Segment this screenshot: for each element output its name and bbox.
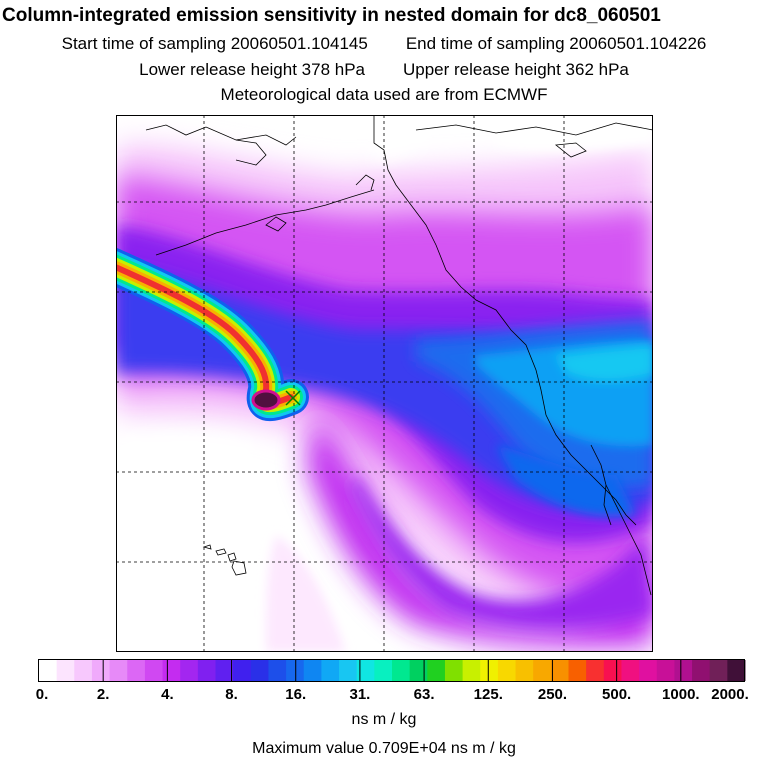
colorbar-cell xyxy=(39,660,58,681)
colorbar-cell xyxy=(127,660,146,681)
colorbar-tick-label: 0. xyxy=(35,686,49,703)
emission-plume xyxy=(116,247,309,422)
colorbar-tick-label: 1000. xyxy=(662,686,700,703)
colorbar-cell xyxy=(427,660,446,681)
colorbar-cell xyxy=(392,660,411,681)
colorbar-cell xyxy=(621,660,640,681)
colorbar-tick-label: 2000. xyxy=(711,686,749,703)
colorbar-cell xyxy=(303,660,322,681)
colorbar-cell xyxy=(339,660,358,681)
release-point-marker xyxy=(285,390,301,406)
colorbar-tick-label: 63. xyxy=(413,686,435,703)
sensitivity-field xyxy=(116,115,653,652)
colorbar-cell xyxy=(286,660,305,681)
colorbar-cell xyxy=(56,660,75,681)
colorbar-cell xyxy=(462,660,481,681)
colorbar-tick-label: 500. xyxy=(602,686,632,703)
sensitivity-map xyxy=(116,115,653,652)
colorbar-cell xyxy=(109,660,128,681)
map-title: Column-integrated emission sensitivity i… xyxy=(2,5,661,26)
coastlines xyxy=(145,115,653,596)
sampling-times: Start time of sampling 20060501.104145 En… xyxy=(0,34,768,54)
colorbar-tick-label: 250. xyxy=(537,686,568,703)
release-heights: Lower release height 378 hPa Upper releas… xyxy=(0,60,768,80)
colorbar-cell xyxy=(709,660,728,681)
upper-release-height: Upper release height 362 hPa xyxy=(403,60,629,79)
colorbar-tick-label: 8. xyxy=(225,686,238,703)
colorbar-cell xyxy=(497,660,517,681)
met-data-source: Meteorological data used are from ECMWF xyxy=(220,85,548,104)
colorbar-tick-label: 31. xyxy=(349,686,371,703)
colorbar-cell xyxy=(586,660,605,681)
colorbar-cell xyxy=(144,660,164,681)
colorbar-cell xyxy=(409,660,428,681)
colorbar-cell xyxy=(215,660,234,681)
colorbar-cell xyxy=(603,660,622,681)
colorbar-cell xyxy=(197,660,216,681)
start-time: Start time of sampling 20060501.104145 xyxy=(61,34,368,53)
colorbar-tick-label: 2. xyxy=(96,686,110,703)
colorbar-cell xyxy=(674,660,693,681)
colorbar-cell xyxy=(727,660,746,681)
colorbar xyxy=(38,659,746,682)
colorbar-cell xyxy=(515,660,534,681)
colorbar-cell xyxy=(233,660,252,681)
colorbar-units: ns m / kg xyxy=(351,711,417,728)
islands xyxy=(202,544,247,576)
colorbar-cell xyxy=(268,660,287,681)
colorbar-cell xyxy=(692,660,711,681)
lower-release-height: Lower release height 378 hPa xyxy=(139,60,365,79)
colorbar-cell xyxy=(356,660,375,681)
colorbar-cell xyxy=(444,660,464,681)
colorbar-cell xyxy=(639,660,658,681)
colorbar-cell xyxy=(162,660,181,681)
colorbar-cell xyxy=(74,660,93,681)
colorbar-cell xyxy=(250,660,269,681)
colorbar-cell xyxy=(656,660,675,681)
end-time: End time of sampling 20060501.104226 xyxy=(405,34,707,53)
colorbar-cell xyxy=(550,660,569,681)
colorbar-tick-label: 16. xyxy=(285,686,307,703)
colorbar-cell xyxy=(180,660,199,681)
colorbar-cell xyxy=(568,660,587,681)
colorbar-tick-label: 4. xyxy=(161,686,174,703)
maximum-value: Maximum value 0.709E+04 ns m / kg xyxy=(252,740,516,757)
colorbar-cell xyxy=(374,660,393,681)
colorbar-tick-label: 125. xyxy=(473,686,503,703)
colorbar-cell xyxy=(480,660,499,681)
colorbar-cell xyxy=(91,660,111,681)
colorbar-cell xyxy=(321,660,340,681)
colorbar-cell xyxy=(533,660,552,681)
